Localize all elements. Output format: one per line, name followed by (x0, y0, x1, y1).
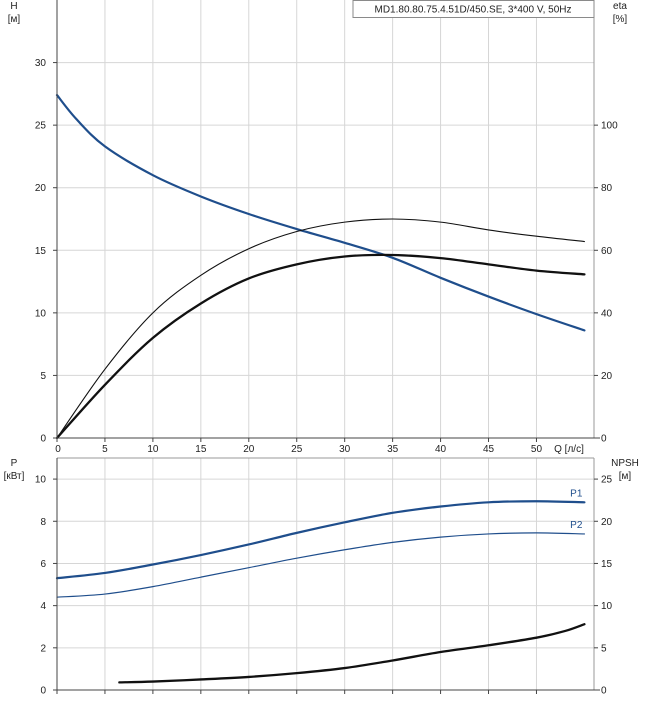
bottom-y-right-tick-label: 10 (601, 601, 613, 612)
top-x-axis-label: Q [л/с] (554, 444, 584, 455)
top-x-tick-label: 5 (102, 444, 108, 455)
top-y-right-unit: [%] (613, 14, 628, 25)
bottom-y-left-tick-label: 4 (40, 601, 46, 612)
top-x-tick-label: 15 (195, 444, 207, 455)
top-y-right-tick-label: 60 (601, 246, 613, 257)
top-y-right-tick-label: 40 (601, 308, 613, 319)
bottom-y-left-unit: [кВт] (4, 471, 25, 482)
top-y-right-tick-label: 80 (601, 183, 613, 194)
bottom-y-right-tick-label: 25 (601, 475, 613, 486)
top-y-left-tick-label: 10 (35, 308, 47, 319)
chart-title-box (352, 0, 595, 18)
curve-h (55, 94, 586, 332)
bottom-y-left-tick-label: 0 (40, 686, 46, 697)
top-y-right-tick-label: 100 (601, 121, 618, 132)
bottom-y-right-tick-label: 5 (601, 643, 607, 654)
top-y-right-tick-label: 0 (601, 434, 607, 445)
bottom-y-left-label: P (11, 458, 18, 469)
top-y-right-label: eta (613, 1, 627, 12)
bottom-y-left-tick-label: 2 (40, 643, 46, 654)
top-x-tick-label: 45 (483, 444, 495, 455)
top-y-right-tick-label: 20 (601, 371, 613, 382)
top-x-tick-label: 40 (435, 444, 447, 455)
curve-p2 (56, 532, 586, 598)
curve-label-p2: P2 (570, 520, 583, 531)
curve-eta (56, 218, 585, 439)
top-x-tick-label: 10 (147, 444, 159, 455)
curve-p1 (55, 500, 586, 580)
bottom-y-left-tick-label: 8 (40, 517, 46, 528)
top-x-tick-label: 50 (531, 444, 543, 455)
top-x-tick-label: 30 (339, 444, 351, 455)
bottom-y-right-tick-label: 15 (601, 559, 613, 570)
top-x-tick-label: 0 (55, 444, 61, 455)
top-y-left-tick-label: 20 (35, 183, 47, 194)
top-y-left-tick-label: 15 (35, 246, 47, 257)
bottom-y-right-label: NPSH (611, 458, 639, 469)
top-y-left-label: H (10, 1, 17, 12)
top-y-left-tick-label: 5 (40, 371, 46, 382)
bottom-y-left-tick-label: 10 (35, 475, 47, 486)
bottom-y-right-unit: [м] (619, 471, 632, 482)
chart-title: MD1.80.80.75.4.51D/450.SE, 3*400 V, 50Hz (375, 5, 572, 16)
bottom-y-right-tick-label: 20 (601, 517, 613, 528)
curve-eta-total (55, 253, 586, 440)
top-y-left-tick-label: 25 (35, 121, 47, 132)
bottom-y-right-tick-label: 0 (601, 686, 607, 697)
top-x-tick-label: 25 (291, 444, 303, 455)
top-x-tick-label: 20 (243, 444, 255, 455)
top-y-left-unit: [м] (8, 14, 21, 25)
bottom-y-left-tick-label: 6 (40, 559, 46, 570)
top-y-left-tick-label: 0 (40, 434, 46, 445)
top-y-left-tick-label: 30 (35, 58, 47, 69)
curve-npsh (118, 623, 586, 684)
top-x-tick-label: 35 (387, 444, 399, 455)
curve-label-p1: P1 (570, 488, 583, 499)
